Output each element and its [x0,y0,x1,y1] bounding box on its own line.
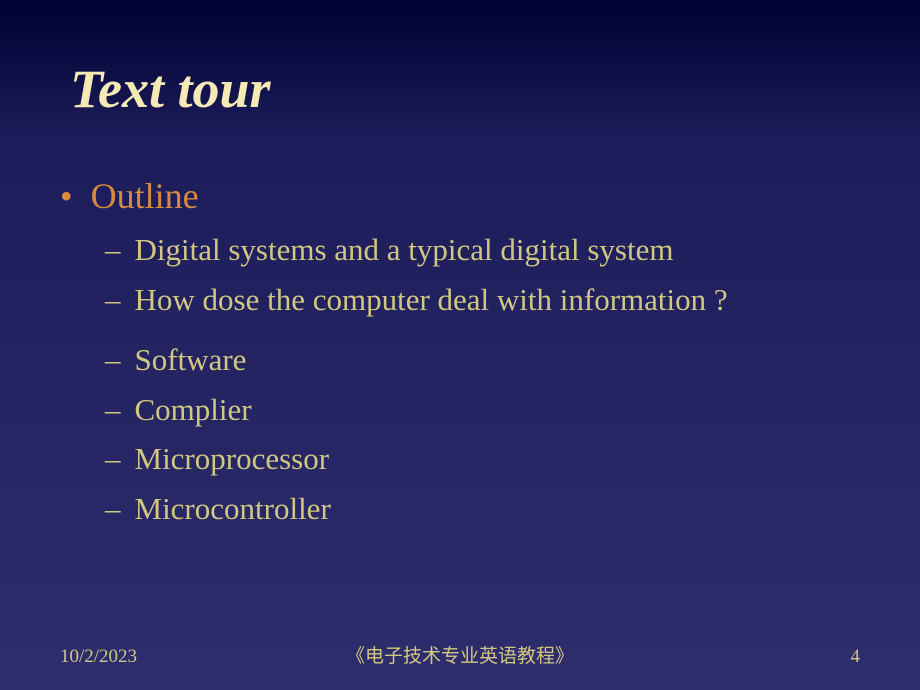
footer-center: 《电子技术专业英语教程》 [346,641,574,668]
list-item-text: Software [135,339,247,381]
outline-heading-row: • Outline [60,175,920,217]
list-item-text: Microprocessor [135,438,330,480]
bullet-icon: • [60,178,73,214]
slide-content: • Outline – Digital systems and a typica… [0,175,920,538]
dash-icon: – [105,279,121,321]
footer-page-number: 4 [851,646,861,668]
dash-icon: – [105,488,121,530]
list-item-text: How dose the computer deal with informat… [135,279,728,321]
list-item-text: Digital systems and a typical digital sy… [135,229,674,271]
dash-icon: – [105,339,121,381]
list-item: – Complier [105,389,920,431]
list-item-text: Complier [135,389,252,431]
footer-date: 10/2/2023 [60,646,137,668]
dash-icon: – [105,229,121,271]
list-item: – How dose the computer deal with inform… [105,279,920,321]
list-group: – Software – Complier – Microprocessor –… [0,339,920,530]
list-item: – Digital systems and a typical digital … [105,229,920,271]
list-item-text: Microcontroller [135,488,331,530]
slide-title: Text tour [70,58,271,120]
list-item: – Microprocessor [105,438,920,480]
list-item: – Software [105,339,920,381]
list-item: – Microcontroller [105,488,920,530]
dash-icon: – [105,389,121,431]
outline-heading: Outline [91,175,199,217]
dash-icon: – [105,438,121,480]
